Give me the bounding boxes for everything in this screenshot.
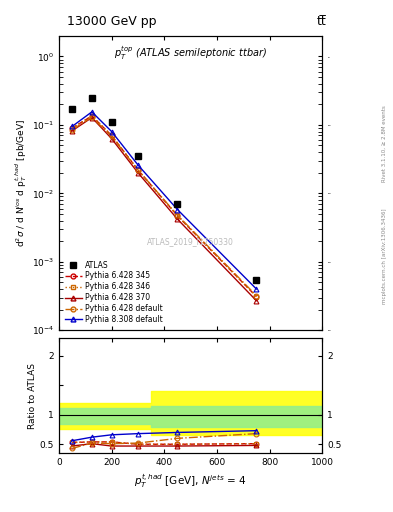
Text: ATLAS_2019_I1750330: ATLAS_2019_I1750330: [147, 238, 234, 246]
Text: $p_T^{top}$ (ATLAS semileptonic ttbar): $p_T^{top}$ (ATLAS semileptonic ttbar): [114, 45, 267, 62]
Legend: ATLAS, Pythia 6.428 345, Pythia 6.428 346, Pythia 6.428 370, Pythia 6.428 defaul: ATLAS, Pythia 6.428 345, Pythia 6.428 34…: [63, 258, 165, 327]
Text: mcplots.cern.ch [arXiv:1306.3436]: mcplots.cern.ch [arXiv:1306.3436]: [382, 208, 387, 304]
Text: tt̅: tt̅: [316, 15, 326, 28]
Text: Rivet 3.1.10, ≥ 2.8M events: Rivet 3.1.10, ≥ 2.8M events: [382, 105, 387, 182]
Y-axis label: Ratio to ATLAS: Ratio to ATLAS: [28, 362, 37, 429]
Text: 13000 GeV pp: 13000 GeV pp: [67, 15, 156, 28]
Y-axis label: d$^2\sigma$ / d N$^{ios}$ d p$_T^{t,had}$ [pb/GeV]: d$^2\sigma$ / d N$^{ios}$ d p$_T^{t,had}…: [13, 119, 29, 247]
X-axis label: $p_T^{t,had}$ [GeV], $N^{jets}$ = 4: $p_T^{t,had}$ [GeV], $N^{jets}$ = 4: [134, 473, 247, 490]
